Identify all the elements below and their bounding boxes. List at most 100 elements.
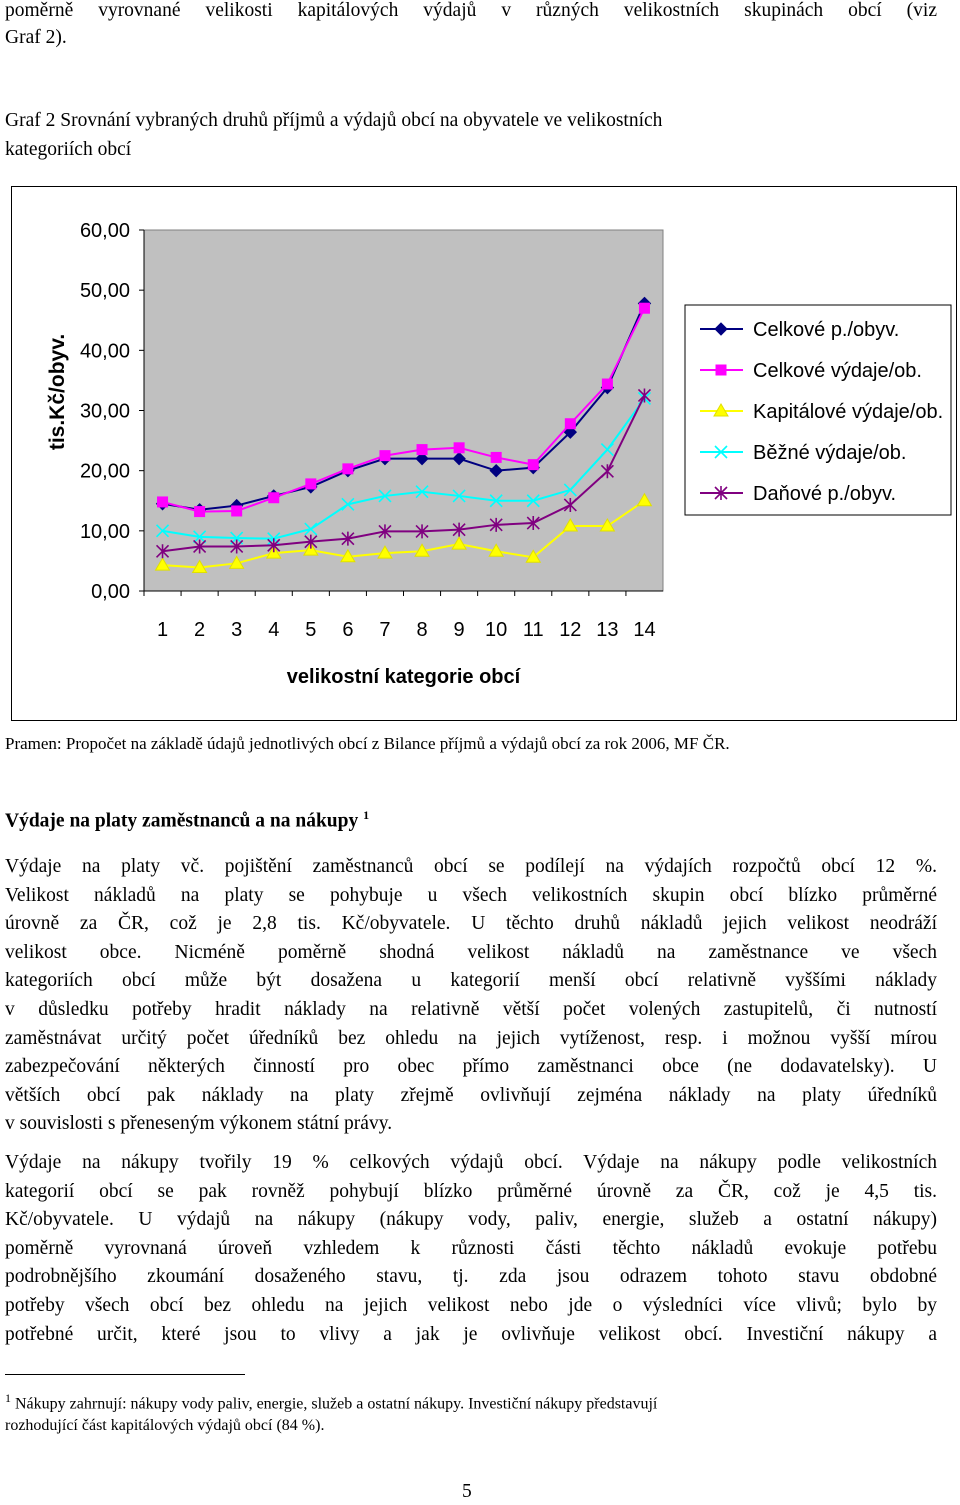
y-tick-label: 30,00 [80, 401, 130, 423]
x-tick-label: 10 [485, 619, 507, 641]
data-point-s5-13 [600, 464, 614, 479]
data-point-s4-11 [526, 494, 540, 508]
x-tick-label: 13 [596, 619, 618, 641]
paragraph-salaries-line-7: zaměstnávat určitý počet úředníků bez oh… [5, 1027, 937, 1049]
data-point-s4-5 [304, 522, 318, 536]
section-heading-text: Výdaje na platy zaměstnanců a na nákupy [5, 810, 359, 832]
paragraph-purchases-line-3: Kč/obyvatele. U výdajů na nákupy (nákupy… [5, 1209, 937, 1231]
paragraph-purchases-line-5: podrobnějšího zkoumání dosaženého stavu,… [5, 1266, 937, 1288]
x-tick-label: 4 [268, 619, 279, 641]
data-point-s3-12 [562, 518, 579, 532]
legend-label-2: Celkové výdaje/ob. [753, 360, 922, 382]
data-point-s5-3 [230, 539, 244, 554]
data-point-s4-8 [415, 485, 429, 499]
series-line-5 [162, 395, 646, 553]
data-point-s2-11 [527, 459, 539, 471]
chart-frame: 0,00 10,00 20,00 30,00 40,00 50,00 60,00 1 2 3 4 5 6… [11, 186, 957, 721]
data-point-s2-1 [157, 496, 169, 508]
data-point-s5-2 [193, 539, 207, 554]
data-point-s2-5 [305, 478, 317, 490]
legend-label-3: Kapitálové výdaje/ob. [753, 401, 943, 423]
data-point-s5-14 [637, 388, 652, 403]
x-tick-label: 7 [379, 619, 390, 641]
footnote-separator [5, 1374, 245, 1375]
x-tick-label: 5 [305, 619, 316, 641]
data-point-s3-13 [599, 518, 616, 532]
data-point-s3-2 [191, 559, 208, 574]
footnote-reference: 1 [363, 808, 370, 822]
data-point-s4-9 [452, 489, 466, 503]
data-point-s2-3 [231, 505, 243, 517]
x-tick-label: 9 [454, 619, 465, 641]
y-tick-label: 50,00 [80, 280, 130, 302]
y-tick-label: 10,00 [80, 521, 130, 543]
y-tick-label: 60,00 [80, 220, 130, 242]
data-point-s4-2 [193, 530, 207, 544]
paragraph-purchases-line-4: poměrně vyrovnaná úroveň vzhledem k různ… [5, 1237, 937, 1259]
data-point-s2-4 [268, 492, 280, 504]
data-point-s5-11 [526, 516, 540, 531]
y-tick-label: 0,00 [91, 581, 130, 603]
data-point-s3-14 [636, 492, 653, 507]
data-point-s5-6 [341, 531, 355, 546]
data-point-s5-9 [452, 522, 466, 537]
paragraph-salaries-line-4: velikost obce. Nicméně poměrně shodná ve… [5, 941, 937, 963]
figure-title-line-2: kategoriích obcí [5, 139, 132, 160]
x-tick-label: 12 [559, 619, 581, 641]
data-point-s3-3 [228, 555, 245, 569]
paragraph-salaries-line-10: v souvislosti s přeneseným výkonem státn… [5, 1113, 393, 1135]
x-tick-label: 6 [342, 619, 353, 641]
legend-marker-4 [714, 445, 728, 459]
data-point-s4-7 [378, 489, 392, 503]
footnote: 1 Nákupy zahrnují: nákupy vody paliv, en… [5, 1387, 937, 1437]
data-point-s3-5 [302, 542, 319, 556]
legend-label-1: Celkové p./obyv. [753, 319, 899, 341]
legend-label-5: Daňové p./obyv. [753, 483, 896, 505]
paragraph-salaries-line-9: větších obcí pak náklady na platy zřejmě… [5, 1084, 937, 1106]
data-point-s2-7 [379, 450, 391, 462]
data-point-s2-14 [638, 302, 650, 314]
intro-line-2: Graf 2). [5, 27, 67, 48]
footnote-number: 1 [5, 1391, 11, 1405]
paragraph-salaries-line-6: v důsledku potřeby hradit náklady na rel… [5, 999, 937, 1020]
paragraph-salaries-line-3: úrovně za ČR, což je 2,8 tis. Kč/obyvate… [5, 913, 937, 935]
data-point-s3-1 [154, 557, 171, 571]
data-point-s2-8 [416, 444, 428, 456]
data-point-s4-10 [489, 494, 503, 508]
data-point-s2-12 [564, 418, 576, 430]
paragraph-salaries-line-1: Výdaje na platy vč. pojištění zaměstnanc… [5, 856, 937, 877]
data-point-s3-6 [340, 548, 356, 563]
section-heading: Výdaje na platy zaměstnanců a na nákupy … [5, 808, 369, 833]
paragraph-purchases-line-1: Výdaje na nákupy tvořily 19 % celkových … [5, 1152, 937, 1173]
data-point-s2-2 [194, 506, 206, 518]
x-tick-label: 1 [157, 619, 168, 641]
data-point-s5-8 [415, 524, 429, 539]
y-tick-label: 40,00 [80, 340, 130, 362]
paragraph-purchases-line-2: kategorií obcí se pak rovněž pohybují bl… [5, 1180, 937, 1202]
data-point-s5-12 [563, 497, 577, 512]
x-axis-label: velikostní kategorie obcí [287, 666, 522, 688]
data-point-s4-1 [155, 524, 170, 538]
data-point-s1-9 [452, 451, 466, 466]
paragraph-purchases-line-6: potřeby všech obcí bez ohledu na jejich … [5, 1295, 937, 1316]
data-point-s3-11 [525, 549, 542, 563]
data-point-s3-10 [488, 543, 505, 557]
legend-marker-5 [714, 486, 728, 500]
data-point-s3-9 [451, 536, 467, 550]
figure-title-line-1: Graf 2 Srovnání vybraných druhů příjmů a… [5, 110, 663, 131]
source-note: Pramen: Propočet na základě údajů jednot… [5, 734, 730, 753]
x-tick-label: 11 [523, 619, 544, 641]
data-point-s1-8 [415, 451, 429, 466]
footnote-text-1: Nákupy zahrnují: nákupy vody paliv, ener… [15, 1395, 658, 1413]
data-point-s4-6 [341, 497, 355, 511]
footnote-line-2: rozhodující část kapitálových výdajů obc… [5, 1417, 325, 1435]
legend-marker-1 [714, 322, 728, 336]
intro-line-1: poměrně vyrovnané velikosti kapitálových… [5, 0, 937, 21]
paragraph-salaries-line-5: kategoriích obcí může být dosažena u kat… [5, 970, 937, 992]
data-point-s5-10 [489, 517, 503, 532]
data-point-s2-13 [601, 378, 613, 390]
x-tick-label: 3 [231, 619, 242, 641]
data-point-s4-12 [563, 483, 577, 497]
paragraph-salaries-line-2: Velikost nákladů na platy se pohybuje u … [5, 884, 937, 906]
series-line-1 [162, 303, 646, 511]
